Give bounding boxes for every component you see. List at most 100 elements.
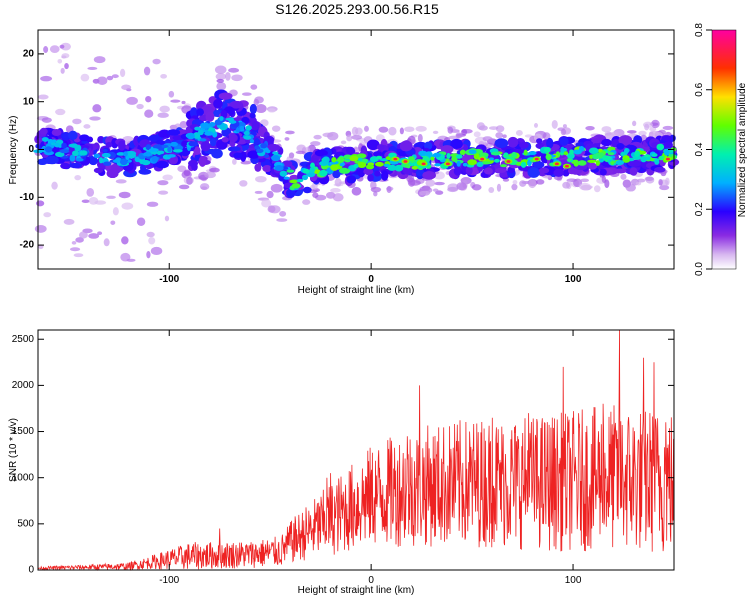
spectrogram-noise-blob [136,217,146,227]
colorbar-tick-label: 0.6 [694,82,705,96]
spectrogram-noise-blob [535,179,545,185]
spectrogram-band-blob [213,98,223,109]
spectrogram-noise-blob [551,119,558,129]
spectrogram-noise-blob [231,74,243,82]
spectrogram-core-blob [255,148,264,154]
spectrogram-core-blob [658,155,665,161]
spectrogram-noise-blob [60,42,71,51]
spectrogram-band-blob [39,127,48,135]
spectrogram-band-blob [599,168,607,176]
spectrogram-band-blob [527,167,540,178]
spectrogram-noise-blob [59,44,65,49]
spectrogram-noise-blob [81,199,90,203]
snr-ytick-label: 500 [17,518,34,529]
spectrogram-core-blob [610,160,615,166]
spectrogram-core-blob [650,157,655,162]
spectrogram-core-blob [654,159,660,165]
spectrogram-noise-blob [502,134,507,139]
spectrogram-core-blob [208,122,216,127]
spectrogram-band-blob [68,130,78,140]
spectrogram-core-blob [151,155,159,163]
spectrogram-noise-blob [488,187,495,193]
spectrogram-noise-blob [425,179,436,187]
spectrogram-core-blob [79,150,88,156]
spectrogram-xlabel: Height of straight line (km) [298,285,415,296]
spectrogram-core-blob [545,153,552,161]
spectrogram-noise-blob [378,126,389,133]
spectrogram-noise-blob [40,75,53,82]
spectrogram-core-blob [632,155,642,160]
spectrogram-core-blob [289,179,298,184]
spectrogram-band-blob [663,141,673,149]
spectrogram-noise-blob [118,191,131,199]
spectrogram-band-blob [376,144,385,151]
spectrogram-band-blob [210,138,217,147]
spectrogram-noise-blob [313,134,322,140]
spectrogram-band-blob [366,139,380,151]
spectrogram-core-blob [528,151,537,156]
spectrogram-core-blob [156,144,162,150]
spectrogram-noise-blob [119,68,126,78]
spectrogram-band-blob [148,134,161,142]
spectrogram-ytick-label: 10 [23,96,35,107]
spectrogram-core-blob [353,163,359,169]
spectrogram-noise-blob [447,186,459,193]
spectrogram-noise-blob [332,193,344,202]
spectrogram-core-blob [116,152,126,156]
spectrogram-noise-blob [152,58,161,65]
colorbar-ticks: 0.0 0.2 0.4 0.6 0.8 [694,23,712,276]
spectrogram-noise-blob [644,176,654,181]
spectrogram-noise-blob [626,130,637,134]
spectrogram-noise-blob [83,124,91,129]
spectrogram-noise-blob [637,178,646,183]
spectrogram-noise-blob [461,128,468,136]
spectrogram-core-blob [243,135,252,140]
spectrogram-noise-blob [80,73,90,82]
spectrogram-noise-blob [224,72,231,81]
spectrogram-noise-blob [346,134,353,142]
spectrogram-noise-blob [330,188,341,193]
spectrogram-band-blob [654,166,666,173]
spectrogram-band-blob [601,138,612,147]
spectrogram-band-blob [532,161,545,169]
spectrogram-core-blob [265,149,271,154]
spectrogram-band-blob [198,155,207,167]
spectrogram-band-blob [193,146,201,155]
spectrogram-noise-blob [88,233,100,239]
spectrogram-band-blob [221,136,229,143]
spectrogram-band-blob [289,174,299,181]
spectrogram-noise-blob [364,125,369,132]
spectrogram-core-blob [194,126,201,131]
spectrogram-noise-blob [638,130,647,136]
spectrogram-peak-blob [554,162,559,166]
spectrogram-ytick-label: -20 [20,240,35,251]
spectrogram-ylabel: Frequency (Hz) [8,116,19,185]
spectrogram-noise-blob [72,118,82,125]
spectrogram-band-blob [37,158,48,166]
spectrogram-band-blob [69,162,82,169]
spectrogram-core-blob [357,157,363,162]
spectrogram-core-blob [337,156,345,163]
spectrogram-core-blob [112,159,122,163]
spectrogram-band-blob [251,121,260,131]
spectrogram-noise-blob [121,84,132,91]
spectrogram-core-blob [157,150,162,155]
spectrogram-band-blob [218,92,233,100]
spectrogram-band-blob [286,188,296,198]
spectrogram-noise-blob [471,184,482,191]
spectrogram-core-blob [365,164,375,170]
spectrogram-core-blob [595,160,600,166]
spectrogram-core-blob [302,174,309,181]
spectrogram-band-blob [381,170,389,181]
spectrogram-core-blob [260,143,268,149]
spectrogram-noise-blob [285,130,295,135]
spectrogram-noise-blob [159,105,170,113]
spectrogram-noise-blob [86,188,95,197]
spectrogram-core-blob [523,149,528,156]
spectrogram-band-blob [450,138,463,150]
spectrogram-noise-blob [581,185,593,189]
spectrogram-core-blob [219,116,224,121]
spectrogram-core-blob [204,131,214,136]
spectrogram-noise-blob [644,123,650,131]
spectrogram-core-blob [188,141,199,147]
